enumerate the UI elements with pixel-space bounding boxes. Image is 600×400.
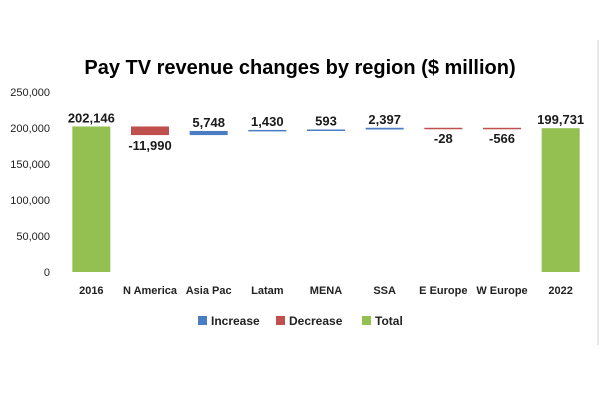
- x-tick-label: 2022: [548, 285, 572, 297]
- bar-ssa: [366, 128, 404, 130]
- x-tick-label: Asia Pac: [186, 285, 232, 297]
- y-tick-label: 150,000: [10, 159, 50, 171]
- data-label: 2,397: [368, 112, 401, 127]
- data-label: 202,146: [68, 110, 115, 125]
- data-label: 199,731: [537, 112, 584, 127]
- bar-w-europe: [483, 128, 521, 130]
- x-tick-label: SSA: [373, 285, 396, 297]
- data-label: -28: [434, 131, 453, 146]
- y-tick-label: 50,000: [16, 231, 50, 243]
- x-tick-label: N America: [123, 285, 178, 297]
- bar-mena: [307, 129, 345, 131]
- data-label: 1,430: [251, 114, 284, 129]
- bar-2016: [72, 126, 110, 272]
- chart-title: Pay TV revenue changes by region ($ mill…: [84, 57, 515, 79]
- legend-label-total: Total: [375, 314, 403, 328]
- y-axis: 0 50,000 100,000 150,000 200,000 250,000: [10, 87, 50, 279]
- x-tick-label: Latam: [251, 285, 284, 297]
- bar-e-europe: [424, 128, 462, 130]
- legend-label-decrease: Decrease: [289, 314, 343, 328]
- waterfall-chart: Pay TV revenue changes by region ($ mill…: [0, 0, 600, 400]
- data-label: -566: [489, 131, 515, 146]
- bar-asia-pac: [190, 131, 228, 135]
- data-label: -11,990: [128, 138, 171, 153]
- y-tick-label: 0: [44, 267, 50, 279]
- legend-label-increase: Increase: [211, 314, 260, 328]
- chart-canvas: Pay TV revenue changes by region ($ mill…: [0, 0, 600, 400]
- bar-n-america: [131, 126, 169, 135]
- bar-2022: [542, 128, 580, 272]
- y-tick-label: 250,000: [10, 87, 50, 99]
- legend-swatch-decrease: [276, 316, 285, 325]
- x-tick-label: W Europe: [476, 285, 527, 297]
- y-tick-label: 100,000: [10, 195, 50, 207]
- data-label: 5,748: [192, 115, 225, 130]
- x-axis: 2016 N America Asia Pac Latam MENA SSA E Europ…: [79, 285, 573, 297]
- x-tick-label: MENA: [310, 285, 342, 297]
- y-tick-label: 200,000: [10, 123, 50, 135]
- x-tick-label: 2016: [79, 285, 103, 297]
- legend: Increase Decrease Total: [198, 314, 403, 328]
- legend-swatch-increase: [198, 316, 207, 325]
- data-label: 593: [315, 113, 337, 128]
- bar-latam: [248, 130, 286, 132]
- legend-swatch-total: [362, 316, 371, 325]
- x-tick-label: E Europe: [419, 285, 467, 297]
